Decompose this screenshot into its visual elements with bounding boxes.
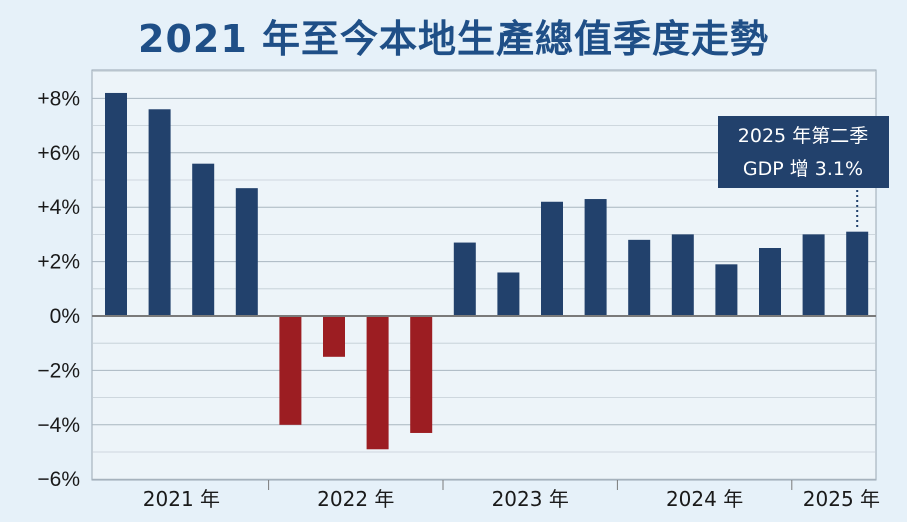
bar bbox=[235, 188, 258, 316]
y-tick-label: +6% bbox=[37, 142, 80, 165]
x-group-label: 2024 年 bbox=[666, 487, 743, 511]
bar bbox=[453, 242, 476, 316]
bar bbox=[497, 272, 520, 316]
bar bbox=[584, 199, 607, 316]
x-group-label: 2025 年 bbox=[803, 487, 880, 511]
y-tick-label: +2% bbox=[37, 251, 80, 274]
x-group-label: 2021 年 bbox=[143, 487, 220, 511]
bar bbox=[192, 163, 215, 316]
bar bbox=[715, 264, 738, 316]
x-group-label: 2023 年 bbox=[492, 487, 569, 511]
bar bbox=[366, 316, 389, 450]
bar bbox=[410, 316, 433, 433]
annotation-box bbox=[718, 116, 889, 188]
annotation-line2: GDP 增 3.1% bbox=[743, 158, 863, 180]
bar bbox=[759, 248, 781, 316]
y-tick-label: −4% bbox=[37, 414, 80, 437]
y-tick-label: 0% bbox=[50, 305, 80, 328]
y-tick-label: +8% bbox=[37, 87, 80, 110]
bar bbox=[671, 234, 694, 316]
annotation-line1: 2025 年第二季 bbox=[738, 125, 868, 147]
bar bbox=[105, 92, 127, 317]
bar bbox=[628, 239, 651, 316]
bar bbox=[148, 109, 171, 316]
bar bbox=[323, 316, 345, 357]
bar bbox=[802, 234, 825, 316]
y-tick-label: −6% bbox=[37, 468, 80, 491]
y-tick-label: −2% bbox=[37, 359, 80, 382]
bar bbox=[846, 231, 869, 316]
chart-title: 2021 年至今本地生產總值季度走勢 bbox=[138, 17, 769, 61]
y-tick-label: +4% bbox=[37, 196, 80, 219]
x-group-label: 2022 年 bbox=[317, 487, 394, 511]
bar bbox=[541, 201, 563, 316]
bar bbox=[279, 316, 302, 425]
